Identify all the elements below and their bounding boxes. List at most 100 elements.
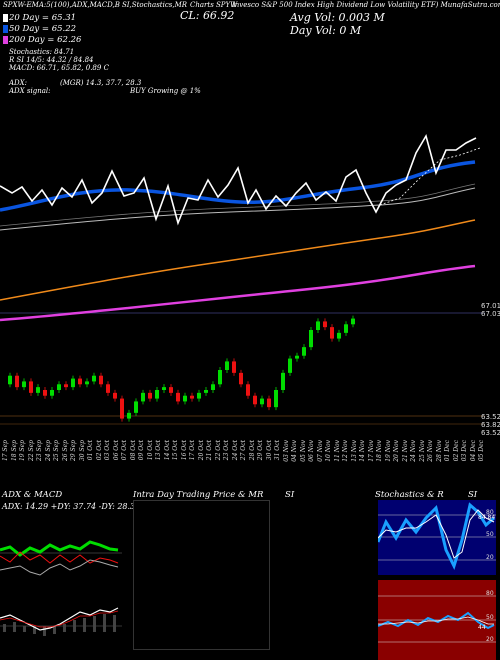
date-tick-label: 14 Oct — [163, 440, 171, 461]
date-tick-label: 20 Oct — [197, 440, 205, 461]
candle — [169, 387, 173, 393]
date-tick-label: 01 Oct — [87, 440, 95, 461]
candle — [351, 318, 355, 325]
date-tick-label: 08 Oct — [129, 440, 137, 461]
date-tick-label: 07 Oct — [121, 440, 129, 461]
date-tick-label: 14 Nov — [359, 440, 367, 462]
avg-volume: Avg Vol: 0.003 M — [290, 11, 385, 24]
macd-readout: MACD: 66.71, 65.82, 0.89 C — [9, 64, 109, 72]
date-tick-label: 06 Oct — [112, 440, 120, 461]
candle — [246, 384, 250, 396]
date-tick-label: 17 Sep — [2, 440, 9, 462]
candle — [15, 375, 19, 388]
date-tick-label: 03 Nov — [282, 440, 290, 462]
ma20-label: 20 Day = 65.31 — [9, 13, 77, 23]
stoch-d-line — [378, 509, 495, 559]
intraday-panel — [133, 500, 270, 650]
candle — [106, 384, 110, 393]
ma50-swatch — [3, 25, 8, 33]
si-level-50: 50 — [486, 614, 494, 621]
date-tick-label: 15 Oct — [172, 440, 180, 461]
adx-signal-label: ADX signal: — [9, 87, 51, 95]
date-tick-label: 23 Oct — [223, 440, 231, 461]
ma200-swatch — [3, 36, 8, 44]
stochastics-readout: Stochastics: 84.71 — [9, 48, 75, 56]
candle — [267, 398, 271, 408]
stoch-last-value: 84.84 — [478, 514, 496, 521]
candle — [127, 412, 131, 419]
date-tick-label: 27 Oct — [240, 440, 248, 461]
date-tick-label: 24 Oct — [231, 440, 239, 461]
date-tick-label: 03 Oct — [104, 440, 112, 461]
header-line1-left: SPXW-EMA:5(100),ADX,MACD,B — [3, 1, 120, 9]
candle — [43, 390, 47, 396]
date-tick-label: 30 Oct — [265, 440, 273, 461]
candle — [57, 384, 61, 390]
date-tick-label: 04 Nov — [291, 440, 299, 462]
date-tick-label: 29 Sep — [70, 440, 78, 462]
candle — [225, 361, 229, 370]
date-tick-label: 16 Oct — [180, 440, 188, 461]
date-tick-label: 19 Nov — [384, 440, 392, 462]
candle — [78, 378, 82, 385]
date-tick-label: 02 Oct — [95, 440, 103, 461]
si-readout: R SI 14/5: 44.32 / 84.84 — [9, 56, 94, 64]
adx-line — [0, 559, 119, 576]
stoch-level-50: 50 — [486, 531, 494, 538]
candle — [141, 392, 145, 402]
date-tick-label: 30 Sep — [78, 440, 86, 462]
adx-signal-value: BUY Growing @ 1% — [130, 87, 201, 95]
ma50-label: 50 Day = 65.22 — [9, 24, 77, 34]
date-tick-label: 13 Nov — [350, 440, 358, 462]
candle — [316, 321, 320, 330]
date-tick-label: 10 Nov — [325, 440, 333, 462]
candle — [92, 375, 96, 382]
date-tick-label: 28 Oct — [248, 440, 256, 461]
price-label-low-2: 63.82 — [481, 421, 500, 429]
price-label-top-2: 67.03 — [481, 310, 500, 318]
ema-grey-line — [0, 187, 476, 231]
date-tick-label: 17 Oct — [189, 440, 197, 461]
candle — [113, 392, 117, 399]
date-tick-label: 19 Sep — [19, 440, 27, 462]
si-signal-line — [378, 616, 494, 625]
date-tick-label: 04 Dec — [469, 440, 477, 462]
date-axis: 17 Sep 18 Sep 19 Sep 22 Sep 23 Sep 24 Sep 25 S… — [0, 440, 485, 480]
date-tick-label: 07 Nov — [316, 440, 324, 462]
candle — [211, 384, 215, 390]
stoch-level-80: 80 — [486, 509, 494, 516]
si-level-80: 80 — [486, 590, 494, 597]
close-price-line — [0, 133, 477, 226]
date-tick-label: 17 Nov — [367, 440, 375, 462]
candle — [190, 395, 194, 399]
date-tick-label: 28 Nov — [435, 440, 443, 462]
macd-line — [0, 607, 119, 631]
si-line — [378, 611, 495, 630]
date-tick-label: 22 Oct — [214, 440, 222, 461]
adx-label: ADX: — [9, 79, 28, 87]
candle — [183, 395, 187, 402]
main-price-chart — [0, 133, 485, 425]
adx-plus-di-line — [0, 540, 119, 557]
candle — [323, 321, 327, 328]
macd-histogram — [3, 614, 116, 636]
candle — [232, 361, 236, 373]
date-tick-label: 03 Dec — [461, 440, 469, 462]
candle — [295, 355, 299, 359]
candle — [120, 398, 124, 419]
date-tick-label: 25 Sep — [53, 440, 61, 462]
date-tick-label: 21 Nov — [401, 440, 409, 462]
macd-signal-line — [0, 610, 119, 628]
candle — [50, 390, 54, 396]
adx-panel-readout: ADX: 14.29 +DY: 37.74 -DY: 28.3 — [2, 502, 136, 511]
candle — [148, 392, 152, 399]
price-label-low-3: 63.52 — [481, 429, 500, 437]
ma200-label: 200 Day = 62.26 — [9, 35, 82, 45]
candle — [204, 390, 208, 393]
header-line1-mid: SI,Stochastics,MR — [122, 1, 188, 9]
signal-dotted-line — [379, 147, 481, 206]
ema-blue-line — [0, 160, 476, 212]
day-volume: Day Vol: 0 M — [290, 24, 362, 37]
candle — [344, 324, 348, 333]
candle — [274, 390, 278, 408]
